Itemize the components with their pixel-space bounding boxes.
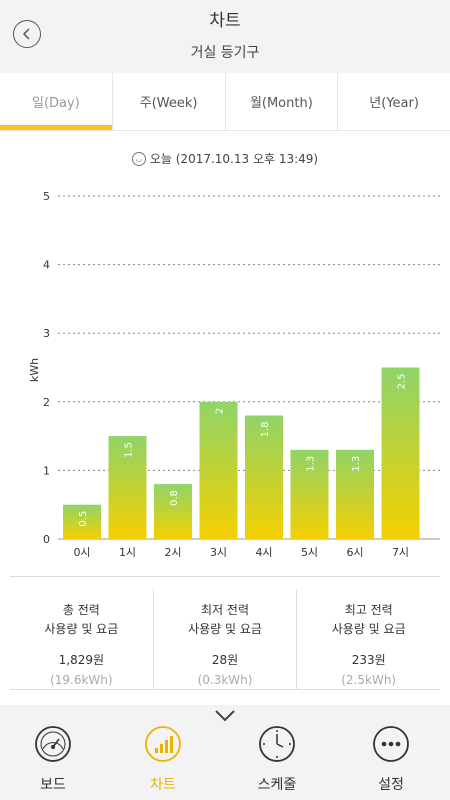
page-title: 차트 [209, 11, 241, 31]
y-axis-label: kWh [28, 358, 41, 382]
summary-label: 총 전력 [62, 603, 100, 617]
bar[interactable] [245, 415, 283, 539]
x-tick-label: 0시 [73, 546, 90, 559]
bar-chart-icon [145, 726, 181, 762]
bar[interactable] [336, 449, 374, 539]
y-tick-label: 0 [43, 533, 50, 546]
summary-min: 최저 전력 사용량 및 요금 28원 (0.3kWh) [152, 589, 297, 689]
nav-settings[interactable]: 설정 [346, 725, 436, 794]
summary-label: 사용량 및 요금 [188, 622, 262, 636]
summary-value: 233원 [351, 653, 386, 667]
y-tick-label: 3 [43, 327, 50, 340]
summary-max: 최고 전력 사용량 및 요금 233원 (2.5kWh) [296, 589, 440, 689]
x-tick-label: 2시 [164, 546, 181, 559]
bar[interactable] [290, 449, 329, 539]
y-tick-label: 5 [43, 190, 50, 203]
tab-year[interactable]: 년(Year) [337, 73, 450, 130]
summary-kwh: (2.5kWh) [341, 673, 397, 687]
summary-label: 사용량 및 요금 [44, 622, 119, 636]
gauge-icon [35, 726, 71, 762]
period-tabs: 일(Day) 주(Week) 월(Month) 년(Year) [0, 73, 450, 131]
bar[interactable] [108, 436, 147, 539]
date-indicator: ◡ 오늘 (2017.10.13 오후 13:49) [0, 150, 450, 167]
summary-kwh: (0.3kWh) [197, 673, 253, 687]
x-tick-label: 7시 [392, 546, 409, 559]
bottom-navigation: 보드 차트 스케줄 설정 [0, 705, 450, 800]
date-text: 오늘 (2017.10.13 오후 13:49) [149, 152, 319, 166]
x-tick-label: 3시 [210, 546, 227, 559]
chevron-left-icon [22, 28, 30, 40]
tab-day[interactable]: 일(Day) [0, 73, 112, 130]
summary-label: 최고 전력 [344, 603, 393, 617]
bar-value-label: 2 [215, 408, 226, 414]
bar-value-label: 0.8 [169, 490, 180, 506]
nav-label: 차트 [150, 777, 176, 793]
bar[interactable] [381, 367, 420, 540]
nav-schedule[interactable]: 스케줄 [232, 725, 322, 794]
bar-value-label: 1.8 [260, 422, 271, 438]
nav-label: 설정 [378, 777, 404, 793]
device-name: 거실 등기구 [190, 45, 260, 61]
nav-chart[interactable]: 차트 [118, 725, 208, 794]
back-button[interactable] [13, 20, 41, 48]
bar[interactable] [154, 484, 192, 539]
bar-value-label: 0.5 [78, 511, 89, 527]
smile-icon: ◡ [131, 151, 146, 166]
usage-bar-chart: 0 1 2 3 4 5 0.5 1.5 0.8 2 1.8 1.3 1.3 2.5 0시 1시 2시 3시 4시… [28, 190, 440, 559]
nav-board[interactable]: 보드 [8, 725, 98, 794]
bar-value-label: 1.3 [306, 456, 317, 472]
y-tick-label: 2 [43, 396, 50, 409]
summary-kwh: (19.6kWh) [50, 673, 113, 687]
x-tick-label: 5시 [301, 546, 318, 559]
y-tick-label: 1 [43, 464, 50, 477]
bar-value-label: 1.5 [124, 442, 135, 458]
tab-month[interactable]: 월(Month) [224, 73, 338, 130]
clock-icon [259, 726, 295, 762]
bar-value-label: 2.5 [397, 374, 408, 390]
more-icon [373, 726, 409, 762]
nav-label: 보드 [40, 777, 66, 793]
tab-week[interactable]: 주(Week) [111, 73, 225, 130]
x-tick-label: 6시 [346, 546, 363, 559]
summary-value: 1,829원 [58, 653, 105, 667]
y-tick-label: 4 [43, 259, 50, 272]
bar-value-label: 1.3 [351, 456, 362, 472]
summary-label: 최저 전력 [201, 603, 249, 617]
usage-summary: 총 전력 사용량 및 요금 1,829원 (19.6kWh) 최저 전력 사용량… [10, 576, 440, 690]
x-tick-label: 4시 [255, 546, 272, 559]
x-tick-label: 1시 [119, 546, 136, 559]
bar[interactable] [63, 504, 101, 539]
summary-value: 28원 [211, 653, 239, 667]
nav-label: 스케줄 [257, 777, 297, 793]
summary-total: 총 전력 사용량 및 요금 1,829원 (19.6kWh) [10, 589, 153, 689]
app-header: 차트 거실 등기구 [0, 0, 450, 73]
summary-label: 사용량 및 요금 [331, 622, 406, 636]
chevron-down-icon[interactable] [214, 709, 236, 723]
bar[interactable] [199, 401, 238, 539]
